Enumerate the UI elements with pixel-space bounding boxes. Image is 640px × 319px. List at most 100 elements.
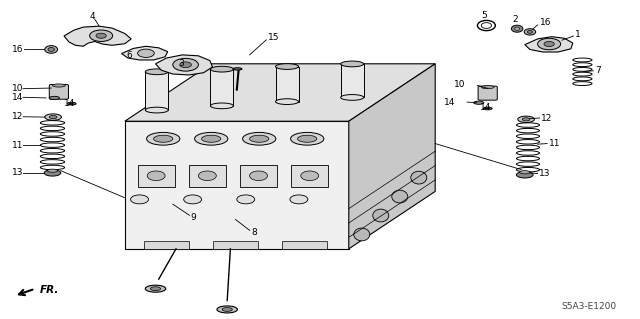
Polygon shape — [525, 37, 573, 52]
Text: 14: 14 — [12, 93, 23, 102]
Ellipse shape — [372, 209, 388, 222]
Circle shape — [290, 195, 308, 204]
Circle shape — [544, 41, 554, 47]
Text: 10: 10 — [454, 80, 466, 89]
Text: 1: 1 — [575, 30, 580, 39]
Ellipse shape — [45, 114, 61, 120]
Ellipse shape — [147, 132, 180, 145]
Ellipse shape — [392, 190, 408, 203]
Ellipse shape — [483, 107, 492, 110]
Text: 6: 6 — [127, 51, 132, 60]
Ellipse shape — [145, 285, 166, 292]
Ellipse shape — [154, 135, 173, 142]
Text: 9: 9 — [191, 213, 196, 222]
Ellipse shape — [243, 132, 276, 145]
Circle shape — [131, 195, 148, 204]
FancyBboxPatch shape — [144, 241, 189, 249]
Ellipse shape — [481, 23, 492, 28]
Polygon shape — [122, 46, 168, 60]
Ellipse shape — [211, 66, 234, 72]
Circle shape — [180, 62, 191, 68]
Ellipse shape — [340, 94, 364, 100]
Ellipse shape — [516, 172, 533, 178]
Ellipse shape — [301, 171, 319, 181]
Ellipse shape — [481, 85, 494, 89]
Ellipse shape — [520, 171, 530, 174]
Polygon shape — [125, 64, 435, 121]
Text: 11: 11 — [549, 139, 561, 148]
Ellipse shape — [515, 27, 520, 30]
Ellipse shape — [48, 48, 54, 51]
Text: 11: 11 — [12, 141, 23, 150]
FancyBboxPatch shape — [138, 165, 175, 187]
Ellipse shape — [198, 171, 216, 181]
Circle shape — [138, 49, 154, 57]
Text: FR.: FR. — [40, 285, 59, 295]
Ellipse shape — [524, 29, 536, 35]
Ellipse shape — [49, 115, 57, 119]
FancyBboxPatch shape — [213, 241, 258, 249]
Polygon shape — [125, 121, 349, 249]
Circle shape — [184, 195, 202, 204]
Ellipse shape — [52, 84, 65, 87]
FancyBboxPatch shape — [478, 86, 497, 100]
Text: 13: 13 — [539, 169, 550, 178]
Text: S5A3-E1200: S5A3-E1200 — [561, 302, 616, 311]
Ellipse shape — [67, 102, 76, 105]
Ellipse shape — [202, 135, 221, 142]
Ellipse shape — [298, 135, 317, 142]
FancyBboxPatch shape — [189, 165, 226, 187]
Ellipse shape — [522, 118, 530, 121]
FancyBboxPatch shape — [275, 67, 298, 102]
Ellipse shape — [150, 287, 161, 291]
Ellipse shape — [276, 99, 298, 105]
Text: 10: 10 — [12, 84, 23, 93]
Text: 15: 15 — [268, 33, 279, 42]
FancyBboxPatch shape — [282, 241, 327, 249]
Text: 4: 4 — [90, 12, 95, 21]
Ellipse shape — [222, 308, 232, 311]
Ellipse shape — [147, 171, 165, 181]
Ellipse shape — [474, 101, 484, 104]
FancyBboxPatch shape — [211, 69, 234, 106]
Text: 14: 14 — [444, 98, 456, 107]
Ellipse shape — [527, 31, 532, 33]
Ellipse shape — [276, 64, 298, 70]
Ellipse shape — [195, 132, 228, 145]
Text: 13: 13 — [12, 168, 23, 177]
Circle shape — [173, 58, 198, 71]
Text: 5: 5 — [481, 11, 487, 20]
Ellipse shape — [211, 103, 234, 109]
Text: 8: 8 — [252, 228, 257, 237]
Ellipse shape — [49, 96, 60, 100]
Circle shape — [237, 195, 255, 204]
FancyBboxPatch shape — [49, 85, 68, 99]
Text: 2: 2 — [512, 15, 518, 24]
FancyBboxPatch shape — [240, 165, 277, 187]
Ellipse shape — [217, 306, 237, 313]
Text: 12: 12 — [541, 114, 552, 122]
Ellipse shape — [518, 116, 534, 122]
Polygon shape — [64, 26, 131, 46]
Ellipse shape — [354, 228, 370, 241]
Circle shape — [90, 30, 113, 41]
Text: 16: 16 — [12, 45, 23, 54]
Text: 7: 7 — [595, 66, 601, 75]
Text: 3: 3 — [178, 59, 184, 68]
Ellipse shape — [250, 171, 268, 181]
Text: 14: 14 — [64, 99, 76, 108]
Polygon shape — [156, 55, 212, 75]
Ellipse shape — [511, 25, 523, 32]
Ellipse shape — [250, 135, 269, 142]
Ellipse shape — [340, 61, 364, 67]
FancyBboxPatch shape — [145, 72, 168, 110]
Ellipse shape — [291, 132, 324, 145]
Ellipse shape — [47, 169, 58, 172]
Polygon shape — [349, 64, 435, 249]
FancyBboxPatch shape — [340, 64, 364, 97]
Circle shape — [96, 33, 106, 38]
Text: 16: 16 — [540, 19, 551, 27]
Ellipse shape — [411, 171, 427, 184]
Circle shape — [538, 38, 561, 50]
Ellipse shape — [44, 170, 61, 176]
